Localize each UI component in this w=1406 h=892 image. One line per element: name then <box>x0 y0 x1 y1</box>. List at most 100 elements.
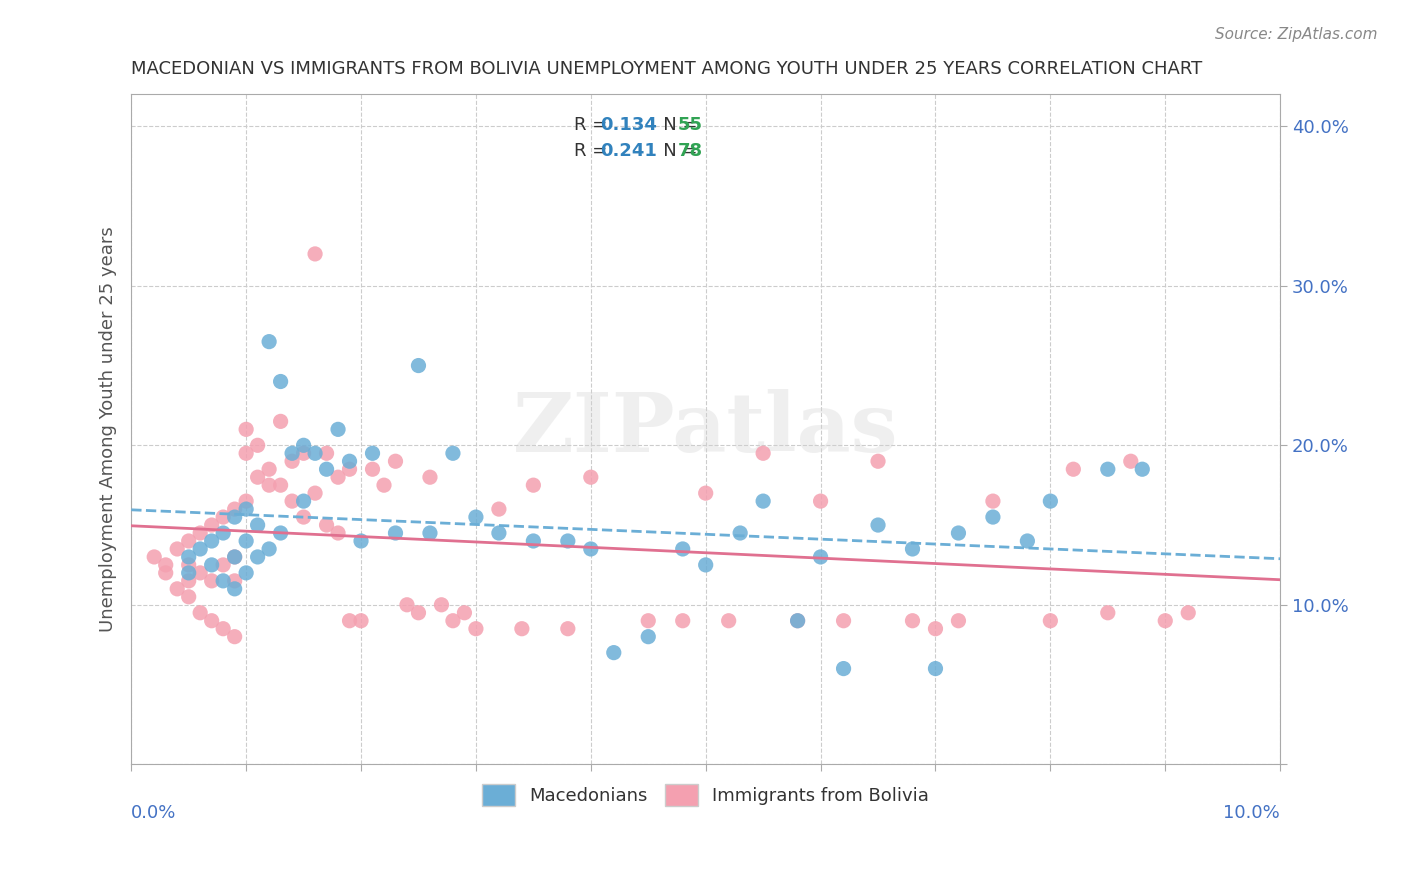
Point <box>981 510 1004 524</box>
Point <box>361 462 384 476</box>
Point <box>339 614 361 628</box>
Point <box>948 614 970 628</box>
Text: 0.241: 0.241 <box>600 143 657 161</box>
Point <box>281 494 304 508</box>
Point <box>235 533 257 548</box>
Point <box>270 375 292 389</box>
Text: N =: N = <box>645 143 703 161</box>
Point <box>924 622 946 636</box>
Point <box>270 478 292 492</box>
Point <box>177 558 200 572</box>
Point <box>201 574 224 588</box>
Point <box>1154 614 1177 628</box>
Point <box>246 438 269 452</box>
Point <box>177 574 200 588</box>
Point <box>201 533 224 548</box>
Point <box>188 606 211 620</box>
Point <box>441 614 464 628</box>
Point <box>188 526 211 541</box>
Point <box>270 526 292 541</box>
Text: 55: 55 <box>678 116 703 134</box>
Point <box>522 533 544 548</box>
Point <box>201 518 224 533</box>
Point <box>292 494 315 508</box>
Point <box>361 446 384 460</box>
Point <box>441 446 464 460</box>
Point <box>257 462 280 476</box>
Y-axis label: Unemployment Among Youth under 25 years: Unemployment Among Youth under 25 years <box>100 227 117 632</box>
Point <box>224 630 246 644</box>
Text: 0.134: 0.134 <box>600 116 657 134</box>
Text: 10.0%: 10.0% <box>1223 805 1279 822</box>
Text: Source: ZipAtlas.com: Source: ZipAtlas.com <box>1215 27 1378 42</box>
Point <box>866 454 889 468</box>
Point <box>304 446 326 460</box>
Point <box>672 614 695 628</box>
Point <box>810 494 832 508</box>
Point <box>637 630 659 644</box>
Point <box>224 549 246 564</box>
Point <box>235 446 257 460</box>
Point <box>339 462 361 476</box>
Point <box>786 614 808 628</box>
Point <box>430 598 453 612</box>
Point <box>672 541 695 556</box>
Text: N =: N = <box>645 116 703 134</box>
Point <box>557 533 579 548</box>
Point <box>453 606 475 620</box>
Point <box>579 470 602 484</box>
Point <box>270 414 292 428</box>
Point <box>155 566 177 580</box>
Point <box>315 518 337 533</box>
Point <box>510 622 533 636</box>
Point <box>810 549 832 564</box>
Point <box>292 438 315 452</box>
Point <box>1039 614 1062 628</box>
Point <box>281 454 304 468</box>
Point <box>315 462 337 476</box>
Point <box>212 510 235 524</box>
Point <box>177 533 200 548</box>
Point <box>212 526 235 541</box>
Point <box>395 598 418 612</box>
Point <box>488 502 510 516</box>
Point <box>579 541 602 556</box>
Point <box>315 446 337 460</box>
Point <box>1097 462 1119 476</box>
Text: R =: R = <box>574 143 613 161</box>
Point <box>1039 494 1062 508</box>
Point <box>339 454 361 468</box>
Point <box>224 510 246 524</box>
Point <box>326 470 349 484</box>
Point <box>224 502 246 516</box>
Point <box>212 622 235 636</box>
Text: R =: R = <box>574 116 613 134</box>
Point <box>224 582 246 596</box>
Point <box>1017 533 1039 548</box>
Point <box>326 422 349 436</box>
Point <box>188 566 211 580</box>
Point <box>1097 606 1119 620</box>
Point <box>235 494 257 508</box>
Point <box>557 622 579 636</box>
Point <box>373 478 395 492</box>
Point <box>408 606 430 620</box>
Point <box>901 614 924 628</box>
Point <box>281 446 304 460</box>
Point <box>728 526 751 541</box>
Point <box>924 662 946 676</box>
Point <box>695 486 717 500</box>
Point <box>257 478 280 492</box>
Point <box>603 646 626 660</box>
Point <box>235 422 257 436</box>
Point <box>177 549 200 564</box>
Point <box>408 359 430 373</box>
Point <box>717 614 740 628</box>
Point <box>464 510 486 524</box>
Point <box>177 566 200 580</box>
Point <box>752 494 775 508</box>
Point <box>419 470 441 484</box>
Point <box>304 247 326 261</box>
Text: MACEDONIAN VS IMMIGRANTS FROM BOLIVIA UNEMPLOYMENT AMONG YOUTH UNDER 25 YEARS CO: MACEDONIAN VS IMMIGRANTS FROM BOLIVIA UN… <box>131 60 1202 78</box>
Point <box>488 526 510 541</box>
